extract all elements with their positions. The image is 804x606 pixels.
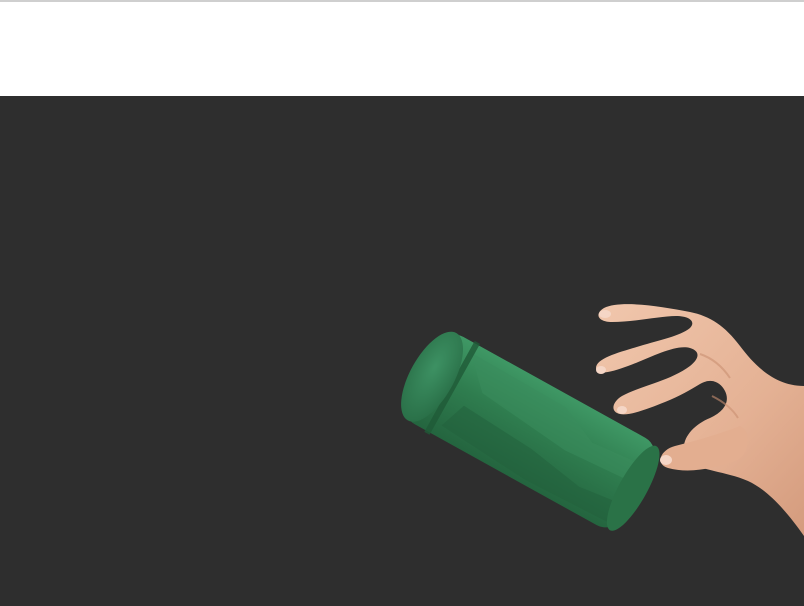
reaching-hand xyxy=(596,304,804,536)
green-cylinder xyxy=(401,331,660,531)
header-area xyxy=(0,2,804,96)
render-viewport xyxy=(0,96,804,606)
scene-render xyxy=(401,304,804,536)
top-border xyxy=(0,0,804,2)
